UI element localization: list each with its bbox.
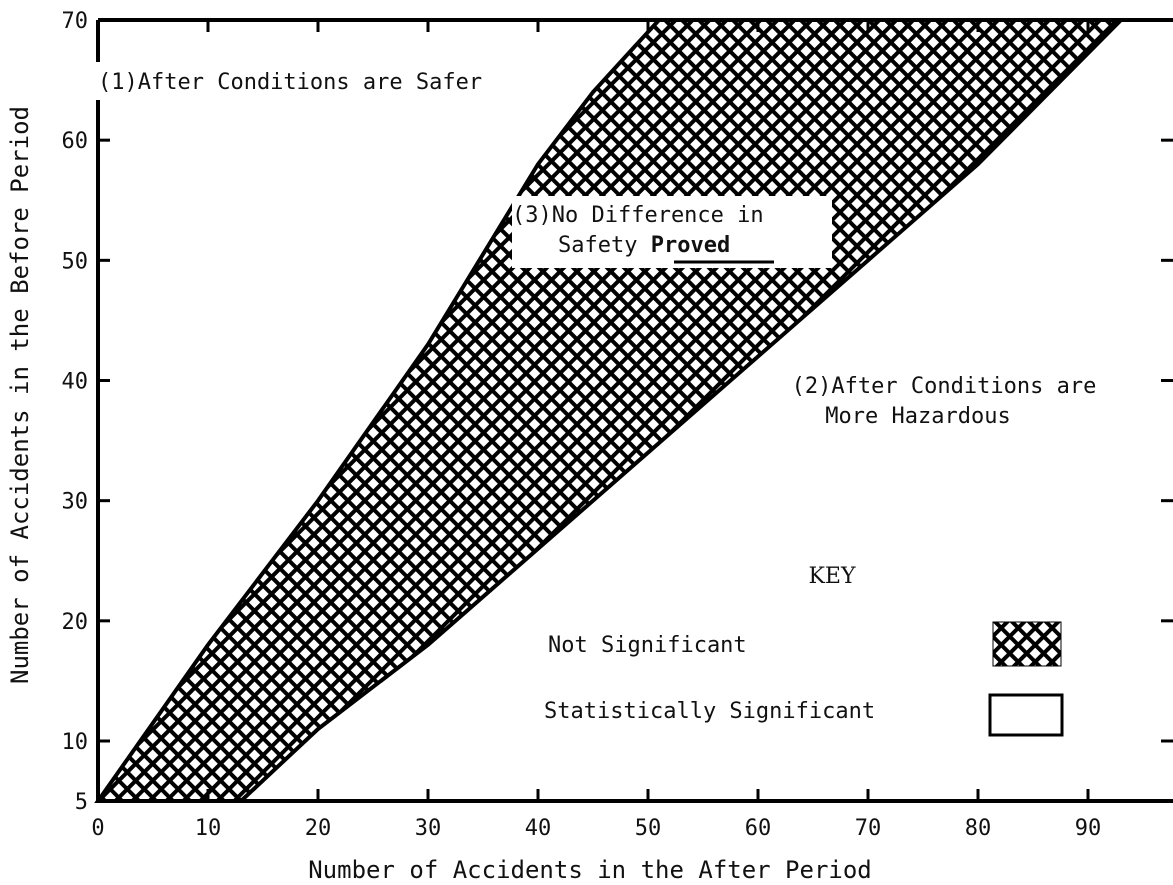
no-difference-label-line2: Safety Proved: [558, 233, 730, 258]
not-significant-region: [94, 18, 1126, 803]
key-not-significant-label: Not Significant: [548, 633, 747, 658]
key-title: KEY: [808, 564, 855, 589]
y-axis-title: Number of Accidents in the Before Period: [6, 106, 34, 684]
no-difference-label-line1: (3)No Difference in: [512, 203, 764, 228]
hazardous-label-line1: (2)After Conditions are: [792, 374, 1097, 399]
no-difference-label-background: [512, 196, 832, 268]
x-tick-label-80: 80: [965, 816, 992, 841]
x-tick-label-20: 20: [305, 816, 332, 841]
key-significant-swatch: [988, 693, 1064, 737]
y-tick-label-20: 20: [62, 610, 89, 635]
no-difference-label-safety: Safety: [558, 233, 651, 258]
y-tick-label-30: 30: [62, 490, 89, 515]
x-tick-label-90: 90: [1075, 816, 1102, 841]
key-not-significant-swatch: [992, 621, 1062, 667]
key-significant-label: Statistically Significant: [544, 699, 875, 724]
safer-region-label: (1)After Conditions are Safer: [98, 70, 482, 95]
y-tick-label-5: 5: [75, 790, 88, 815]
y-tick-label-60: 60: [62, 129, 89, 154]
x-tick-label-30: 30: [415, 816, 442, 841]
x-axis-ticks: 0 10 20 30 40 50 60 70 80 90: [91, 20, 1101, 841]
no-difference-label-proved: Proved: [651, 233, 730, 258]
x-tick-label-60: 60: [745, 816, 772, 841]
x-tick-label-40: 40: [525, 816, 552, 841]
safer-label-background: [96, 62, 584, 100]
x-tick-label-0: 0: [91, 816, 104, 841]
x-tick-label-70: 70: [855, 816, 882, 841]
y-tick-label-50: 50: [62, 249, 89, 274]
y-tick-label-40: 40: [62, 370, 89, 395]
x-axis-title: Number of Accidents in the After Period: [308, 856, 872, 884]
y-tick-label-10: 10: [62, 730, 89, 755]
x-tick-label-10: 10: [195, 816, 222, 841]
x-tick-label-50: 50: [635, 816, 662, 841]
hazardous-label-line2: More Hazardous: [825, 404, 1010, 429]
y-tick-label-70: 70: [62, 9, 89, 34]
y-axis-ticks: 5 10 20 30 40 50 60 70: [62, 9, 1173, 815]
